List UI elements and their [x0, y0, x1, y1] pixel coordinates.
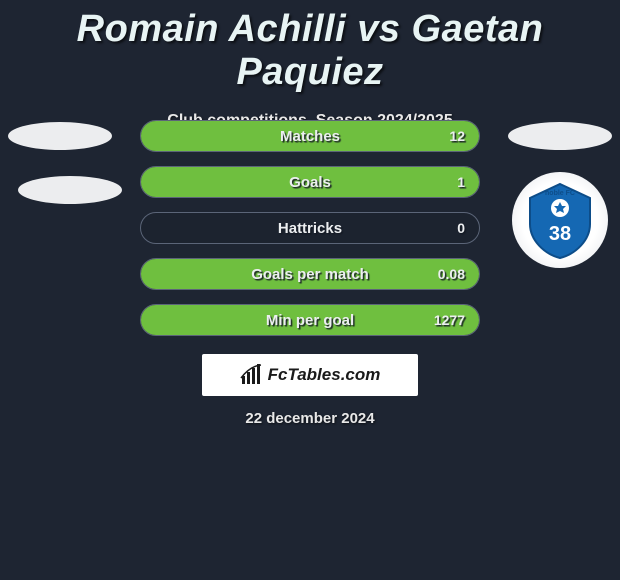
stat-value: 0.08: [438, 266, 465, 282]
date-text: 22 december 2024: [0, 410, 620, 427]
stats-container: Matches 12 Goals 1 Hattricks 0 Goals per…: [140, 120, 480, 350]
club-badge: 38 noble FC: [512, 172, 608, 268]
bar-chart-icon: [240, 364, 264, 386]
page-title: Romain Achilli vs Gaetan Paquiez: [0, 0, 620, 94]
stat-value: 1: [457, 174, 465, 190]
svg-text:noble FC: noble FC: [545, 190, 575, 197]
stat-value: 1277: [434, 312, 465, 328]
stat-row-goals-per-match: Goals per match 0.08: [140, 258, 480, 290]
stat-row-hattricks: Hattricks 0: [140, 212, 480, 244]
right-team-placeholder-1: [508, 122, 612, 150]
grenoble-badge-icon: 38 noble FC: [518, 178, 602, 262]
stat-label: Goals per match: [141, 266, 479, 283]
left-team-placeholder-1: [8, 122, 112, 150]
stat-row-min-per-goal: Min per goal 1277: [140, 304, 480, 336]
stat-value: 12: [449, 128, 465, 144]
stat-label: Min per goal: [141, 312, 479, 329]
stat-label: Matches: [141, 128, 479, 145]
stat-label: Hattricks: [141, 220, 479, 237]
brand-box[interactable]: FcTables.com: [202, 354, 418, 396]
stat-label: Goals: [141, 174, 479, 191]
stat-value: 0: [457, 220, 465, 236]
left-team-placeholder-2: [18, 176, 122, 204]
stat-row-matches: Matches 12: [140, 120, 480, 152]
svg-text:38: 38: [549, 223, 571, 245]
stat-row-goals: Goals 1: [140, 166, 480, 198]
brand-text: FcTables.com: [268, 365, 381, 385]
